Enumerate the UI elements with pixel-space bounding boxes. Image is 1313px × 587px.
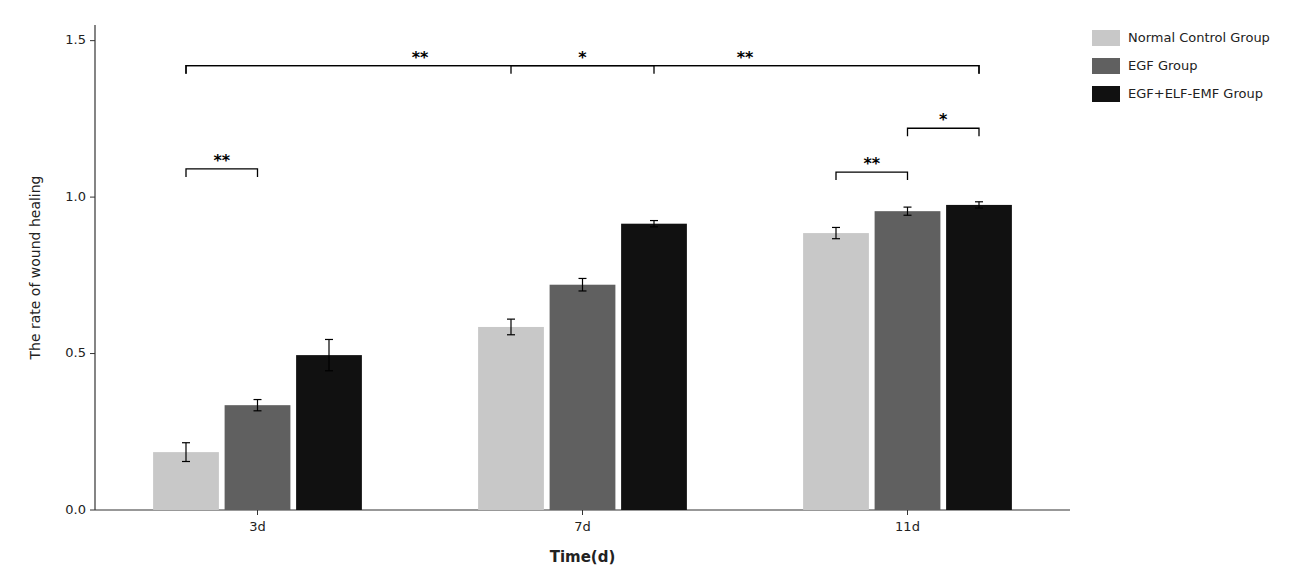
y-tick <box>90 353 95 354</box>
error-bar-cap <box>254 410 262 411</box>
error-bar-cap <box>325 339 333 340</box>
error-bar-cap <box>832 227 840 228</box>
error-bar-cap <box>975 201 983 202</box>
error-bar-stem <box>328 339 329 370</box>
y-tick-label: 1.0 <box>65 189 86 204</box>
bar <box>478 327 544 510</box>
y-tick-label: 1.5 <box>65 32 86 47</box>
annotations: ********** <box>186 48 979 180</box>
bar <box>875 211 941 510</box>
x-tick <box>257 510 258 515</box>
significance-bracket <box>186 66 979 74</box>
error-bar-cap <box>832 238 840 239</box>
error-bar-stem <box>835 227 836 238</box>
error-bar-cap <box>975 207 983 208</box>
y-tick-label: 0.0 <box>65 502 86 517</box>
significance-bracket <box>186 66 654 74</box>
significance-label: * <box>939 110 948 129</box>
y-axis-label: The rate of wound healing <box>27 175 43 360</box>
error-bar-cap <box>182 442 190 443</box>
error-bar-stem <box>978 202 979 208</box>
error-bar-cap <box>904 215 912 216</box>
y-tick-label: 0.5 <box>65 345 86 360</box>
legend-label: Normal Control Group <box>1128 30 1270 45</box>
error-bar-cap <box>507 319 515 320</box>
y-axis-line <box>94 25 95 510</box>
legend-swatch <box>1092 30 1120 46</box>
bar <box>550 285 616 510</box>
x-axis-label: Time(d) <box>550 548 616 566</box>
error-bar-stem <box>510 319 511 335</box>
bar <box>946 205 1012 510</box>
x-tick-label: 3d <box>249 519 266 534</box>
bar <box>225 405 291 510</box>
significance-label: ** <box>412 48 429 67</box>
error-bar-cap <box>579 290 587 291</box>
y-tick <box>90 197 95 198</box>
x-tick-label: 11d <box>895 519 920 534</box>
error-bar <box>325 339 333 370</box>
x-tick <box>907 510 908 515</box>
significance-label: ** <box>737 48 754 67</box>
legend-swatch <box>1092 86 1120 102</box>
error-bar <box>579 278 587 291</box>
error-bar-cap <box>650 226 658 227</box>
significance-label: ** <box>213 151 230 170</box>
bar <box>296 355 362 510</box>
x-tick-label: 7d <box>574 519 591 534</box>
y-axis: 0.0 0.5 1.0 1.5 <box>65 25 95 517</box>
error-bar <box>904 207 912 215</box>
y-tick <box>90 510 95 511</box>
error-bar-cap <box>507 334 515 335</box>
bar <box>803 233 869 510</box>
bar <box>621 224 687 510</box>
y-tick <box>90 40 95 41</box>
legend-label: EGF Group <box>1128 58 1197 73</box>
x-tick <box>582 510 583 515</box>
error-bar-stem <box>653 221 654 227</box>
error-bar-cap <box>182 461 190 462</box>
chart-container: 0.0 0.5 1.0 1.5 The rate of wound healing 3d 7… <box>0 0 1313 587</box>
error-bar-stem <box>907 207 908 215</box>
legend-label: EGF+ELF-EMF Group <box>1128 86 1263 101</box>
significance-label: ** <box>863 154 880 173</box>
error-bar-stem <box>582 278 583 291</box>
significance-bracket <box>186 169 258 177</box>
x-axis: 3d 7d 11d <box>95 510 1070 534</box>
error-bar <box>254 400 262 411</box>
significance-bracket <box>836 172 908 180</box>
error-bar-stem <box>257 400 258 411</box>
legend: Normal Control Group EGF Group EGF+ELF-EMF… <box>1092 30 1270 103</box>
error-bar <box>975 202 983 208</box>
error-bar <box>650 221 658 227</box>
significance-label: * <box>578 48 587 67</box>
error-bar <box>507 319 515 335</box>
error-bar-stem <box>185 443 186 462</box>
error-bar <box>182 443 190 462</box>
error-bar <box>832 227 840 238</box>
plot-area <box>153 202 1012 510</box>
significance-bracket <box>511 66 979 74</box>
chart: 0.0 0.5 1.0 1.5 The rate of wound healing 3d 7… <box>0 0 1313 587</box>
error-bar-cap <box>325 370 333 371</box>
error-bar-cap <box>254 399 262 400</box>
error-bar-cap <box>650 220 658 221</box>
error-bar-cap <box>579 278 587 279</box>
legend-swatch <box>1092 58 1120 74</box>
significance-bracket <box>908 128 980 136</box>
error-bar-cap <box>904 207 912 208</box>
